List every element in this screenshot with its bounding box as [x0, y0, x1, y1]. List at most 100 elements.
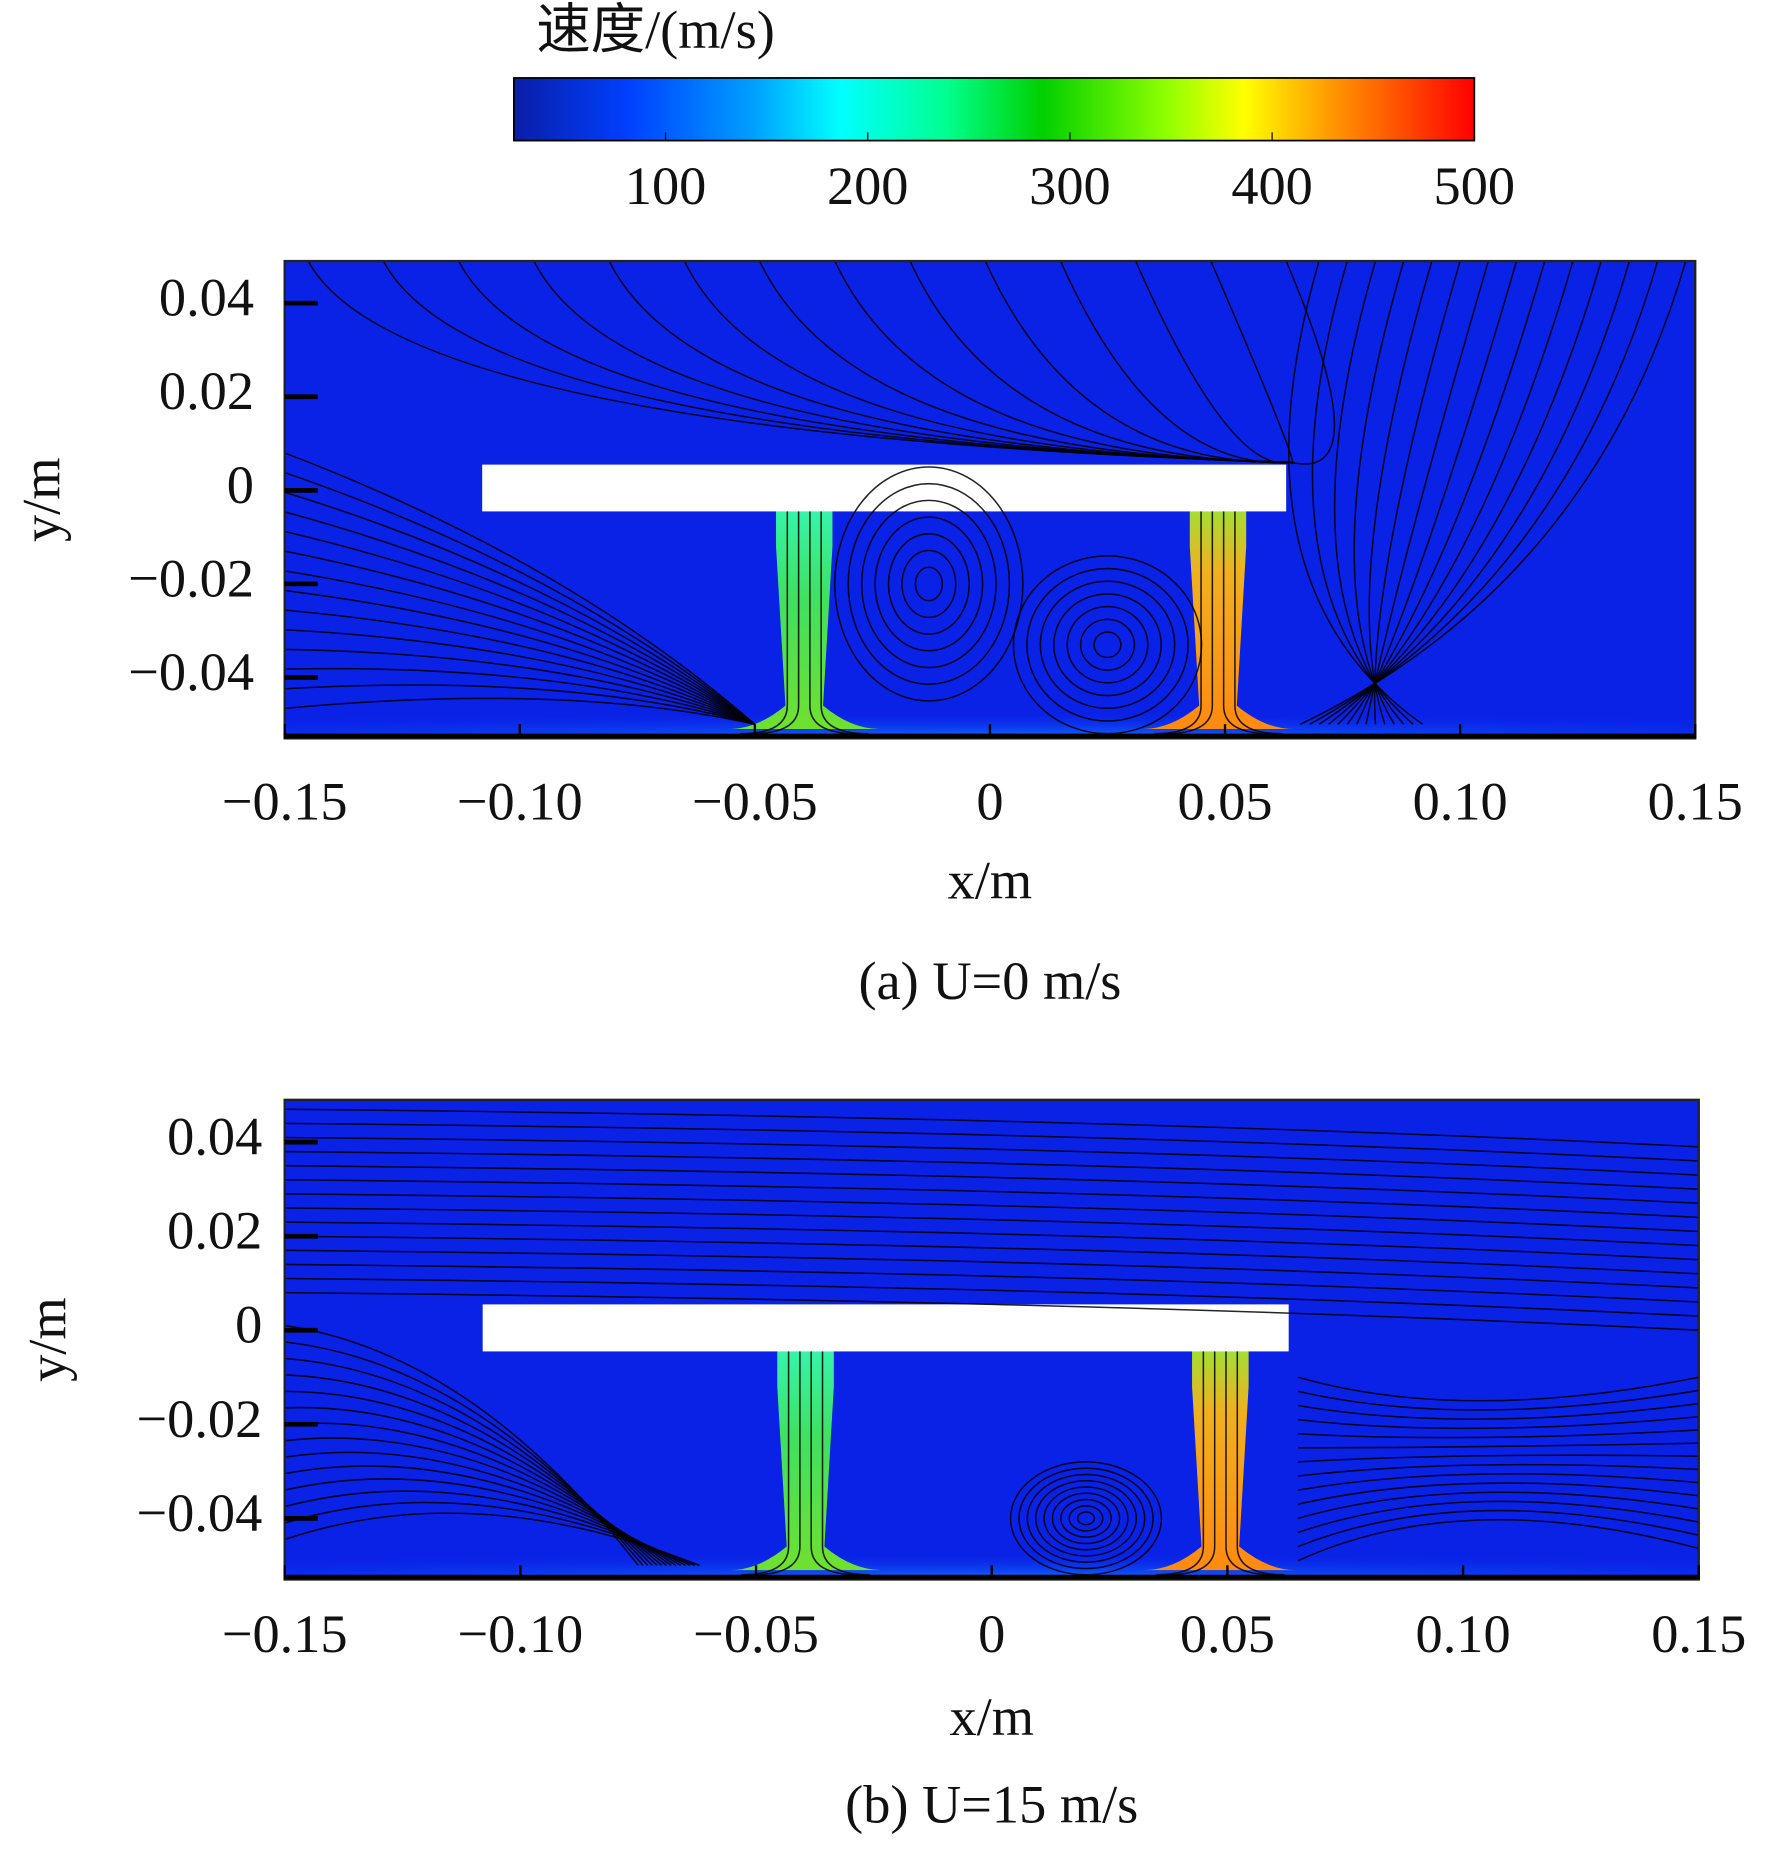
x-tick-label: 0.10 — [1416, 1604, 1511, 1664]
streamline — [1165, 471, 1214, 735]
x-tick-label: −0.05 — [692, 771, 818, 831]
streamline — [284, 530, 756, 725]
streamline — [284, 1193, 1699, 1233]
streamline — [752, 1311, 801, 1576]
streamline — [1297, 1509, 1699, 1548]
streamline — [740, 471, 789, 735]
streamline — [284, 1277, 1699, 1317]
x-tick-label: −0.10 — [458, 1604, 584, 1664]
colorbar-tick-label: 100 — [625, 156, 706, 216]
streamline — [1298, 1429, 1699, 1439]
streamline — [284, 1122, 1699, 1162]
streamline — [741, 1311, 790, 1576]
streamline — [284, 471, 756, 725]
y-axis-label: y/m — [18, 1297, 78, 1382]
streamline — [284, 511, 756, 725]
colorbar-title: 速度/(m/s) — [536, 0, 774, 60]
streamline — [284, 629, 756, 726]
vortex-streamline — [1076, 1511, 1096, 1526]
y-tick-label: 0 — [227, 455, 254, 515]
vortex-streamline — [1052, 593, 1163, 697]
caption: (a) U=0 m/s — [858, 951, 1121, 1011]
streamline — [284, 1136, 1699, 1176]
jet — [1144, 1306, 1296, 1571]
vortex-streamline — [1066, 605, 1149, 684]
streamline — [284, 1291, 1699, 1332]
y-tick-label: 0.04 — [159, 268, 254, 328]
x-tick-label: 0 — [976, 771, 1003, 831]
streamline — [284, 1150, 1699, 1190]
x-tick-label: 0 — [978, 1604, 1005, 1664]
streamline — [1156, 1311, 1205, 1576]
colorbar-tick-label: 500 — [1434, 156, 1515, 216]
vortex-streamline — [1026, 567, 1189, 722]
y-tick-label: −0.04 — [128, 642, 254, 702]
jet — [1142, 466, 1294, 729]
vortex-streamline — [834, 466, 1024, 702]
plot-area — [284, 1099, 1699, 1580]
y-axis-label: y/m — [12, 457, 72, 542]
streamline — [809, 471, 858, 735]
streamline — [284, 570, 756, 725]
streamline — [284, 1512, 700, 1567]
caption: (b) U=15 m/s — [845, 1774, 1138, 1834]
plate — [482, 1304, 1289, 1352]
y-tick-label: 0.02 — [159, 361, 254, 421]
streamline — [751, 471, 800, 735]
streamline — [1298, 1463, 1699, 1477]
streamline — [984, 260, 1291, 464]
vortex-streamline — [1039, 580, 1176, 710]
vortex-streamline — [1079, 618, 1136, 671]
streamline — [1059, 260, 1291, 464]
x-tick-label: −0.15 — [222, 771, 348, 831]
streamline — [284, 648, 756, 726]
streamline — [284, 1235, 1699, 1275]
streamline — [909, 260, 1291, 464]
vortex-streamline — [860, 499, 997, 669]
streamline — [1297, 1473, 1699, 1491]
streamline — [1297, 1500, 1699, 1534]
vortex-streamline — [914, 566, 944, 602]
vortex-streamline — [847, 482, 1011, 685]
streamline — [1236, 1311, 1285, 1576]
streamline — [284, 1501, 696, 1567]
jet — [729, 466, 880, 729]
streamline — [1225, 1311, 1274, 1576]
streamline — [284, 452, 756, 725]
streamline — [810, 1311, 859, 1576]
streamline — [820, 471, 869, 735]
streamline — [1297, 1389, 1699, 1411]
colorbar-tick-label: 300 — [1029, 156, 1110, 216]
x-tick-label: 0.05 — [1180, 1604, 1275, 1664]
streamline — [284, 1478, 686, 1567]
vortex-streamline — [901, 549, 957, 619]
streamline — [284, 684, 756, 726]
streamline — [284, 1207, 1699, 1247]
vortex-streamline — [887, 533, 970, 635]
streamline — [1298, 1416, 1699, 1430]
streamline — [1297, 1519, 1699, 1562]
streamline — [284, 609, 756, 726]
streamline — [284, 1164, 1699, 1205]
jet — [730, 1306, 881, 1571]
streamline — [1135, 260, 1292, 464]
streamline — [1297, 1491, 1699, 1520]
streamline — [1297, 1376, 1699, 1402]
streamline — [1234, 471, 1283, 735]
vortex-streamline — [1068, 1505, 1104, 1532]
streamline — [1297, 1402, 1699, 1420]
streamline — [1298, 1442, 1699, 1449]
y-tick-label: 0 — [235, 1295, 262, 1355]
x-tick-label: −0.10 — [457, 771, 583, 831]
vortex-streamline — [1093, 631, 1122, 659]
vortex-streamline — [874, 516, 984, 652]
x-axis-label: x/m — [949, 1687, 1034, 1747]
streamline — [284, 1179, 1699, 1219]
streamline — [284, 697, 756, 726]
x-tick-label: 0.15 — [1648, 771, 1743, 831]
x-tick-label: 0.05 — [1178, 771, 1273, 831]
streamline — [1297, 1482, 1699, 1505]
x-tick-label: 0.15 — [1651, 1604, 1746, 1664]
plate — [482, 464, 1287, 512]
streamline — [284, 589, 756, 725]
